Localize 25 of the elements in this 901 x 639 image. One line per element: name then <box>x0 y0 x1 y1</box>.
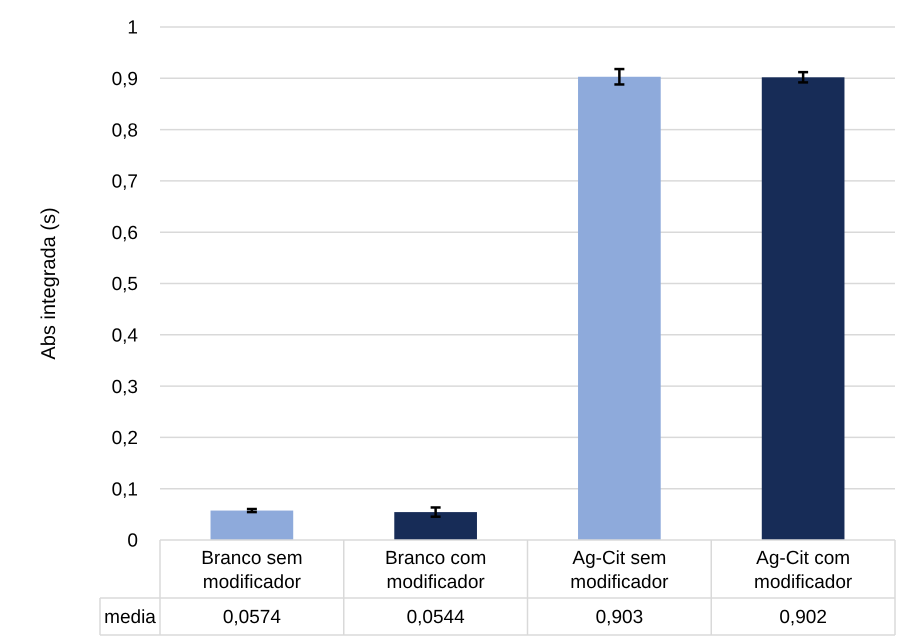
bar <box>394 512 477 540</box>
y-tick-label: 0,2 <box>112 428 138 450</box>
y-tick-label: 0,4 <box>112 325 138 346</box>
data-label: 0,0544 <box>406 607 466 628</box>
bar <box>210 510 294 540</box>
y-tick-label: 0,9 <box>112 68 138 90</box>
data-label: 0,903 <box>596 607 644 628</box>
text: media <box>104 607 156 628</box>
y-tick-label: 0,3 <box>112 376 138 398</box>
x-tick-label: Branco sem modificador <box>201 548 303 593</box>
x-tick-label: Branco com modificador <box>384 548 486 593</box>
y-tick-label: 0 <box>127 530 138 552</box>
y-tick-label: 0,5 <box>112 274 138 296</box>
bar <box>762 77 844 540</box>
data-label: 0,902 <box>779 607 827 628</box>
x-tick-label: Ag-Cit sem modificador <box>570 548 670 593</box>
y-tick-label: 0,1 <box>112 479 138 500</box>
y-tick-label: 0,8 <box>112 120 138 142</box>
x-tick-label: Ag-Cit com modificador <box>754 548 853 593</box>
y-axis-title: Abs integrada (s) <box>38 207 60 360</box>
y-tick-label: 0,7 <box>112 172 138 193</box>
y-tick-label: 0,6 <box>112 222 138 244</box>
y-tick-label: 1 <box>127 18 138 39</box>
bar <box>578 76 661 540</box>
data-label: 0,0574 <box>222 607 282 628</box>
